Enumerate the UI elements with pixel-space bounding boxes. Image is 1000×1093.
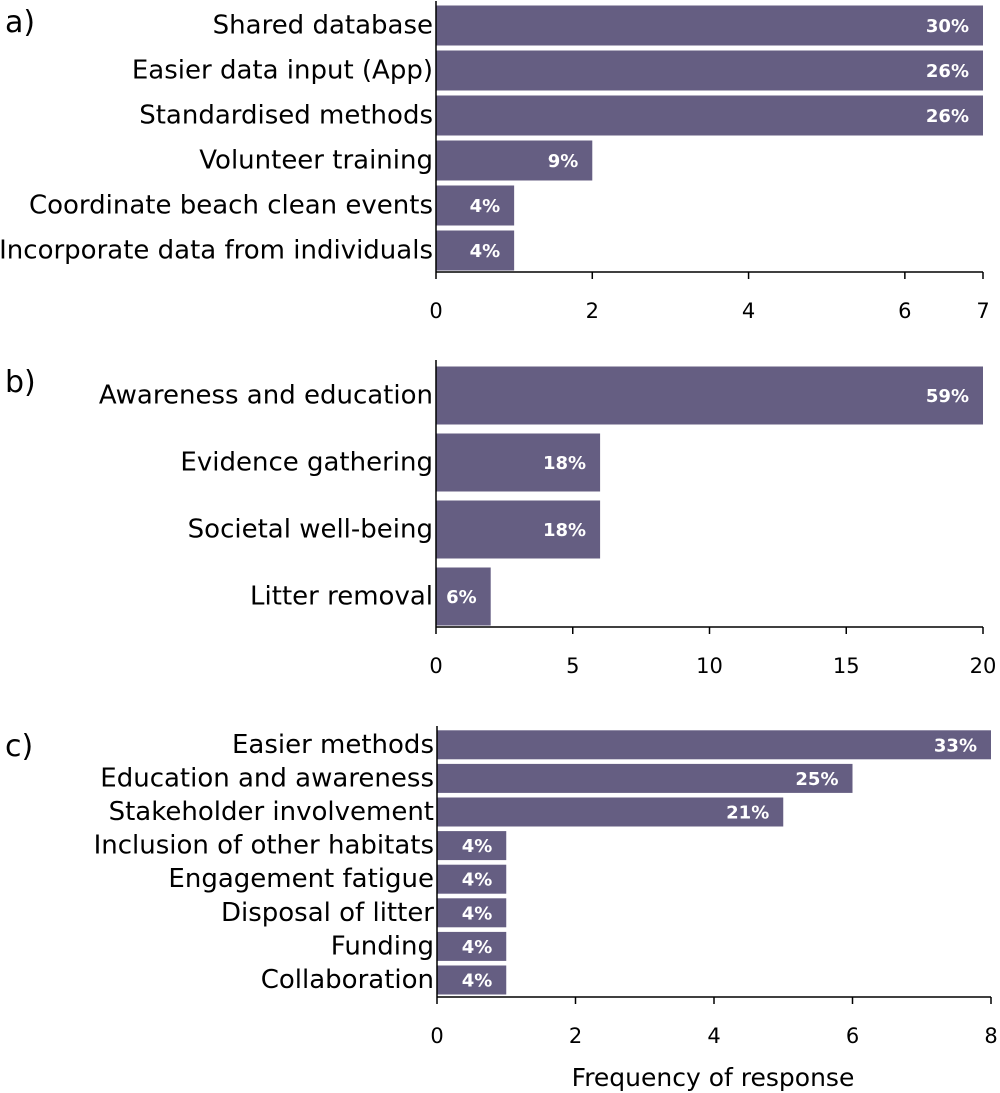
category-label: Awareness and education: [99, 381, 433, 411]
data-label: 30%: [926, 16, 969, 37]
data-label: 6%: [446, 587, 477, 608]
x-tick-label: 20: [970, 654, 997, 678]
x-tick-label: 5: [566, 654, 579, 678]
data-label: 33%: [934, 735, 977, 756]
category-label: Funding: [331, 931, 434, 961]
x-tick-label: 0: [430, 1024, 443, 1048]
category-label: Collaboration: [261, 965, 434, 995]
category-label: Shared database: [213, 11, 433, 41]
chart-panel-2: b) Awareness and education 59% Evidence gat…: [5, 360, 996, 678]
data-label: 9%: [548, 151, 579, 172]
category-label: Engagement fatigue: [168, 864, 434, 894]
x-tick-label: 0: [429, 299, 442, 323]
category-label: Litter removal: [250, 582, 433, 612]
bar: [436, 140, 593, 181]
x-tick-label: 7: [976, 299, 989, 323]
category-label: Stakeholder involvement: [109, 797, 434, 827]
data-label: 25%: [795, 769, 838, 790]
x-tick-label: 2: [569, 1024, 582, 1048]
bar: [436, 185, 515, 226]
category-label: Easier methods: [232, 730, 434, 760]
bar: [437, 831, 507, 861]
x-tick-label: 6: [898, 299, 911, 323]
bar: [436, 366, 983, 425]
bar: [436, 5, 983, 46]
bar: [436, 50, 983, 91]
data-label: 26%: [926, 61, 969, 82]
data-label: 18%: [543, 520, 586, 541]
data-label: 4%: [462, 903, 493, 924]
category-label: Standardised methods: [139, 101, 433, 131]
bar: [437, 730, 991, 760]
data-label: 4%: [470, 196, 501, 217]
category-label: Education and awareness: [100, 763, 434, 793]
data-label: 26%: [926, 106, 969, 127]
x-tick-label: 4: [742, 299, 755, 323]
chart-panel-3: c) Easier methods 33% Education and awarene…: [5, 726, 998, 1092]
data-label: 18%: [543, 453, 586, 474]
panel-label: a): [5, 5, 35, 40]
bar: [437, 931, 507, 961]
bar: [437, 797, 784, 827]
bar: [437, 864, 507, 894]
data-label: 4%: [470, 241, 501, 262]
category-label: Volunteer training: [199, 146, 433, 176]
panel-label: b): [5, 365, 36, 400]
x-tick-label: 6: [846, 1024, 859, 1048]
data-label: 4%: [462, 971, 493, 992]
x-tick-label: 10: [696, 654, 723, 678]
data-label: 21%: [726, 803, 769, 824]
category-label: Coordinate beach clean events: [29, 191, 433, 221]
x-axis-title: Frequency of response: [572, 1063, 855, 1092]
chart-panel-1: a) Shared database 30% Easier data input (A…: [0, 1, 990, 323]
bar: [436, 567, 491, 626]
x-tick-label: 8: [984, 1024, 997, 1048]
bar: [437, 763, 853, 793]
category-label: Inclusion of other habitats: [94, 831, 434, 861]
bar: [436, 95, 983, 136]
panel-label: c): [5, 729, 33, 764]
data-label: 4%: [462, 870, 493, 891]
data-label: 4%: [462, 836, 493, 857]
category-label: Societal well-being: [188, 515, 433, 545]
bar: [436, 433, 601, 492]
category-label: Incorporate data from individuals: [0, 236, 433, 266]
x-tick-label: 0: [429, 654, 442, 678]
data-label: 59%: [926, 386, 969, 407]
bar: [436, 500, 601, 559]
data-label: 4%: [462, 937, 493, 958]
bar: [436, 230, 515, 271]
bar: [437, 898, 507, 928]
x-tick-label: 2: [586, 299, 599, 323]
category-label: Evidence gathering: [180, 448, 433, 478]
x-tick-label: 4: [707, 1024, 720, 1048]
bar: [437, 965, 507, 995]
category-label: Disposal of litter: [221, 898, 434, 928]
category-label: Easier data input (App): [132, 56, 433, 86]
x-tick-label: 15: [833, 654, 860, 678]
